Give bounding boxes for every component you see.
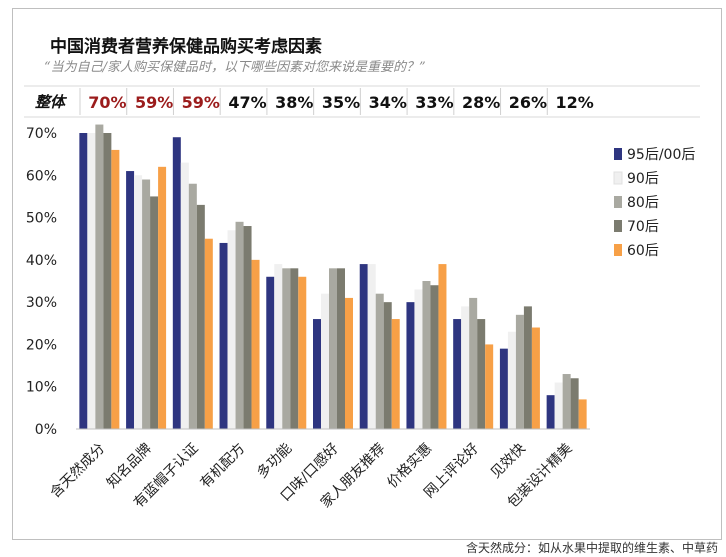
bar xyxy=(562,374,571,429)
legend-swatch xyxy=(614,220,622,232)
bar xyxy=(282,268,291,429)
chart-title: 中国消费者营养保健品购买考虑因素 xyxy=(50,37,322,57)
overall-value: 12% xyxy=(555,93,593,112)
bar xyxy=(383,302,392,429)
bar xyxy=(546,395,555,429)
bar xyxy=(321,293,329,429)
bar xyxy=(461,306,470,429)
x-category-label: 有机配方 xyxy=(197,441,248,492)
overall-value: 59% xyxy=(182,93,220,112)
bar xyxy=(469,297,478,429)
overall-value: 28% xyxy=(462,93,500,112)
legend-swatch xyxy=(613,171,623,185)
bar xyxy=(515,314,524,429)
bar xyxy=(111,149,120,429)
bar xyxy=(79,133,88,429)
bar xyxy=(337,268,345,429)
overall-value: 34% xyxy=(369,93,407,112)
bar xyxy=(414,289,423,429)
bar xyxy=(578,399,587,429)
bar xyxy=(87,133,96,429)
overall-value: 70% xyxy=(88,93,126,112)
bar xyxy=(95,124,104,430)
bar xyxy=(391,319,400,429)
overall-value: 35% xyxy=(322,93,360,112)
bar xyxy=(103,133,112,429)
bar xyxy=(329,268,337,429)
bar xyxy=(406,302,415,429)
overall-value: 59% xyxy=(135,93,173,112)
bar xyxy=(485,344,494,429)
bar xyxy=(430,285,439,429)
y-tick-label: 50% xyxy=(26,211,57,227)
bar xyxy=(531,327,540,429)
bar xyxy=(313,319,321,429)
y-tick-label: 60% xyxy=(26,168,57,184)
bar xyxy=(274,264,283,429)
bar xyxy=(570,378,579,429)
legend-swatch xyxy=(614,148,622,160)
y-tick-label: 70% xyxy=(26,126,57,142)
legend-label: 95后/00后 xyxy=(627,147,695,163)
bar xyxy=(453,319,462,429)
x-category-label: 多功能 xyxy=(253,440,295,482)
bar xyxy=(477,319,486,429)
bar xyxy=(266,276,275,429)
bar xyxy=(251,259,260,429)
bar xyxy=(438,264,447,429)
bar xyxy=(172,137,181,429)
legend-swatch xyxy=(614,196,622,208)
bar xyxy=(204,238,213,429)
bar xyxy=(290,268,299,429)
overall-value: 47% xyxy=(228,93,266,112)
bar xyxy=(375,293,384,429)
bar xyxy=(367,264,376,429)
bar xyxy=(523,306,532,429)
bar xyxy=(298,276,307,429)
legend-label: 60后 xyxy=(627,243,659,259)
footnote: 含天然成分：如从水果中提取的维生素、中草药 xyxy=(465,541,718,555)
bar xyxy=(180,162,189,429)
y-tick-label: 0% xyxy=(35,422,57,438)
legend-label: 80后 xyxy=(627,195,659,211)
y-tick-label: 40% xyxy=(26,253,57,269)
bar xyxy=(345,297,353,429)
overall-value: 38% xyxy=(275,93,313,112)
y-tick-label: 10% xyxy=(26,380,57,396)
legend-label: 70后 xyxy=(627,219,659,235)
overall-label: 整体 xyxy=(35,93,68,111)
bar xyxy=(235,221,244,429)
bar xyxy=(507,331,516,429)
bar xyxy=(188,183,197,429)
bar xyxy=(499,348,508,429)
legend-label: 90后 xyxy=(627,171,659,187)
bar xyxy=(196,204,205,429)
bar xyxy=(126,171,135,430)
y-tick-label: 30% xyxy=(26,295,57,311)
bar xyxy=(158,166,167,430)
bar xyxy=(150,196,159,429)
x-category-label: 见效快 xyxy=(488,441,529,482)
bar xyxy=(134,175,143,429)
bar xyxy=(359,264,368,429)
bar xyxy=(422,281,431,429)
bar xyxy=(219,242,228,429)
x-category-label: 含天然成分 xyxy=(47,440,109,502)
y-tick-label: 20% xyxy=(26,337,57,353)
overall-value: 26% xyxy=(509,93,547,112)
bar xyxy=(142,179,151,429)
bar xyxy=(243,226,252,429)
bar xyxy=(227,230,236,429)
legend-swatch xyxy=(614,244,622,256)
bar xyxy=(554,382,563,429)
chart-subtitle: “当为自己/家人购买保健品时，以下哪些因素对您来说是重要的？” xyxy=(44,60,426,75)
overall-value: 33% xyxy=(415,93,453,112)
